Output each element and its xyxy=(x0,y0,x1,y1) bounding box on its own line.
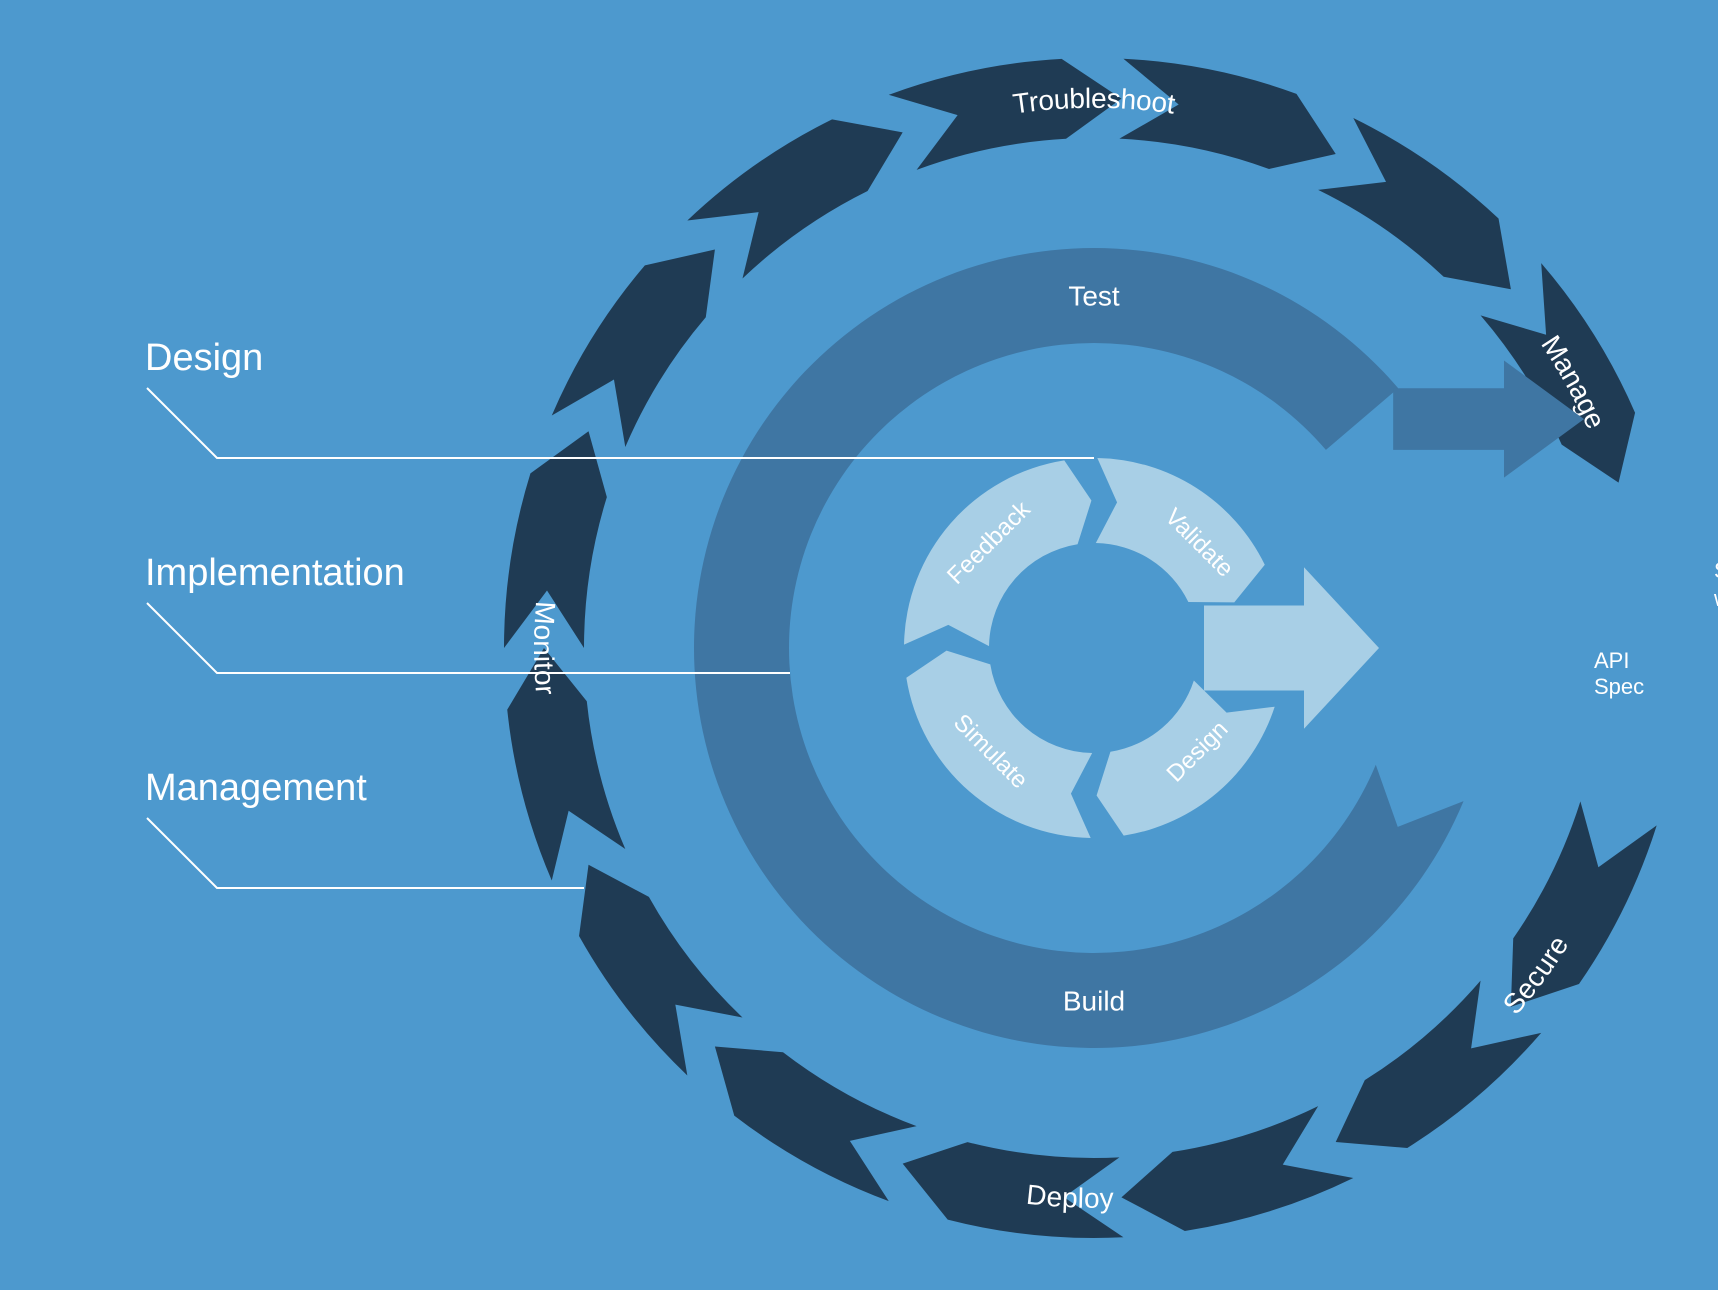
middle-output-label: API xyxy=(1594,648,1629,673)
legend-label: Management xyxy=(145,767,367,809)
outer-ring-label: Monitor xyxy=(528,600,561,696)
legend-label: Implementation xyxy=(145,552,405,594)
middle-output-label: Spec xyxy=(1594,674,1644,699)
middle-ring-label-top: Test xyxy=(1068,281,1120,312)
outer-output-label: with APIs xyxy=(1713,586,1718,611)
legend-leader xyxy=(147,818,584,888)
outer-ring-label: Deploy xyxy=(1025,1179,1114,1214)
legend-label: Design xyxy=(145,337,263,379)
legend-leader xyxy=(147,603,790,673)
middle-ring-label-bottom: Build xyxy=(1063,986,1125,1017)
outer-output-label: Service xyxy=(1714,558,1718,583)
api-lifecycle-diagram: TroubleshootManageSecureDeployMonitorSer… xyxy=(0,0,1718,1290)
